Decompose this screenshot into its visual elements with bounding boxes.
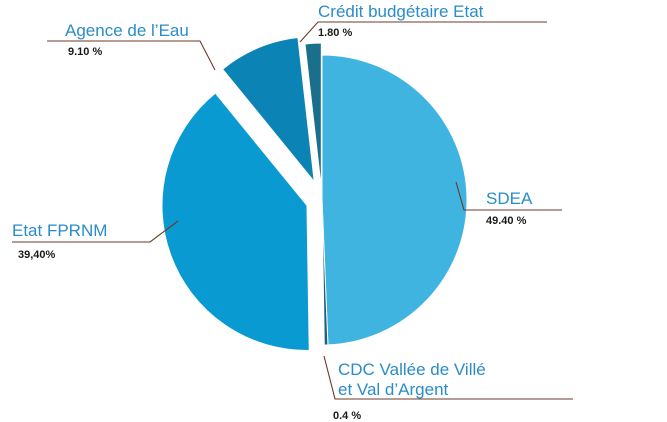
slice-credit xyxy=(304,42,322,189)
label-agence-name: Agence de l’Eau xyxy=(65,21,189,40)
slice-agence xyxy=(221,36,315,184)
label-cdc-name-line2: et Val d’Argent xyxy=(338,380,449,399)
leader-line-etat-fprnm xyxy=(12,220,179,243)
label-etat-fprnm-value: 39,40% xyxy=(18,249,56,261)
label-sdea-value: 49.40 % xyxy=(486,215,527,227)
label-cdc-value: 0.4 % xyxy=(333,410,361,422)
slice-sdea xyxy=(321,54,468,346)
leader-line-sdea xyxy=(455,181,562,211)
label-etat-fprnm-name: Etat FPRNM xyxy=(12,221,107,240)
label-agence-value: 9.10 % xyxy=(68,46,102,58)
leader-line-cdc xyxy=(323,355,573,400)
leader-line-agence xyxy=(47,40,216,71)
pie-slices xyxy=(161,36,468,351)
label-sdea-name: SDEA xyxy=(486,189,533,208)
label-credit-name: Crédit budgétaire Etat xyxy=(318,2,484,21)
label-credit-value: 1.80 % xyxy=(318,27,352,39)
slice-cdc xyxy=(321,199,329,346)
leader-line-credit xyxy=(299,21,547,43)
slice-etat-fprnm xyxy=(161,92,310,351)
label-cdc-name-line1: CDC Vallée de Villé xyxy=(338,360,486,379)
